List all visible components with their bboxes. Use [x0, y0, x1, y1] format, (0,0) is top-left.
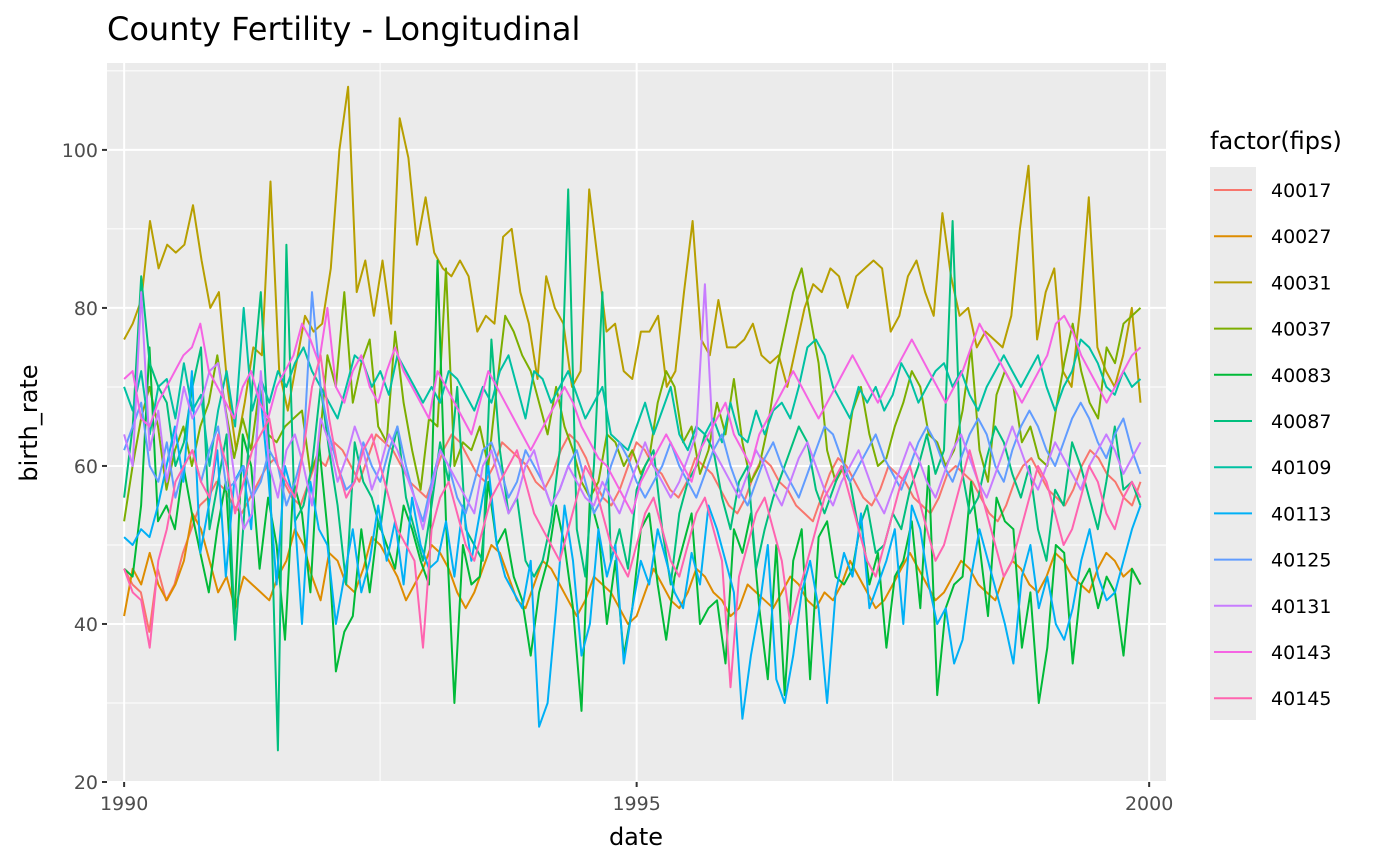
- legend-label-40143: 40143: [1271, 642, 1331, 664]
- legend-label-40125: 40125: [1271, 550, 1331, 572]
- y-tick-label: 60: [74, 456, 98, 478]
- series-line-40131: [123, 283, 1142, 531]
- legend: factor(fips) 400174002740031400374008340…: [1210, 127, 1342, 720]
- series-line-40143: [123, 306, 1142, 515]
- y-tick-label: 40: [74, 614, 98, 636]
- series-line-40109: [123, 306, 1142, 467]
- series-line-40087: [123, 188, 1142, 752]
- y-tick-label: 80: [74, 298, 98, 320]
- legend-label-40031: 40031: [1271, 272, 1331, 294]
- legend-label-40027: 40027: [1271, 226, 1331, 248]
- series-line-40125: [123, 291, 1142, 523]
- y-axis: 20 40 60 80 100: [62, 140, 107, 794]
- plot-panel: [107, 63, 1166, 783]
- legend-label-40109: 40109: [1271, 457, 1331, 479]
- legend-label-40087: 40087: [1271, 411, 1331, 433]
- series-line-40113: [123, 370, 1142, 728]
- y-axis-title: birth_rate: [15, 364, 43, 481]
- x-tick-label: 1995: [612, 793, 660, 815]
- legend-items: 40017 40027 40031 40037 40083 40087 40109 40113…: [1214, 180, 1331, 710]
- series-line-40031: [123, 85, 1142, 452]
- series-lines: [123, 85, 1142, 752]
- legend-key-background: [1210, 167, 1256, 720]
- x-tick-label: 1990: [100, 793, 148, 815]
- x-tick-label: 2000: [1125, 793, 1173, 815]
- legend-label-40017: 40017: [1271, 180, 1331, 202]
- legend-title: factor(fips): [1210, 127, 1342, 155]
- y-tick-label: 20: [74, 772, 98, 794]
- legend-label-40083: 40083: [1271, 365, 1331, 387]
- y-tick-label: 100: [62, 140, 98, 162]
- series-line-40145: [123, 354, 1142, 689]
- legend-label-40131: 40131: [1271, 596, 1331, 618]
- legend-label-40145: 40145: [1271, 688, 1331, 710]
- x-axis: 1990 1995 2000: [100, 782, 1173, 815]
- legend-label-40037: 40037: [1271, 319, 1331, 341]
- legend-label-40113: 40113: [1271, 503, 1331, 525]
- x-axis-title: date: [609, 823, 663, 851]
- chart-title: County Fertility - Longitudinal: [107, 10, 580, 48]
